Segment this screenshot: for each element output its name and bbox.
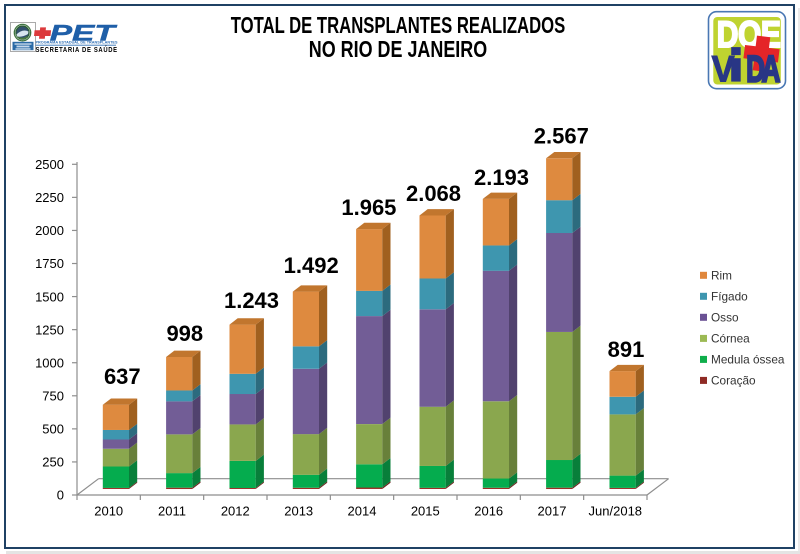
svg-text:Jun/2018: Jun/2018: [589, 504, 643, 519]
svg-text:1.492: 1.492: [284, 253, 339, 278]
svg-text:SECRETARIA DE SAÚDE: SECRETARIA DE SAÚDE: [36, 45, 118, 55]
svg-text:2015: 2015: [411, 504, 440, 519]
svg-text:2013: 2013: [284, 504, 313, 519]
svg-text:2016: 2016: [474, 504, 503, 519]
svg-text:Medula óssea: Medula óssea: [711, 353, 785, 367]
svg-text:PET: PET: [50, 20, 118, 45]
svg-text:637: 637: [104, 364, 141, 389]
svg-text:250: 250: [42, 455, 64, 470]
svg-text:750: 750: [42, 389, 64, 404]
svg-text:2500: 2500: [35, 157, 64, 172]
svg-text:1250: 1250: [35, 322, 64, 337]
svg-text:0: 0: [57, 488, 64, 503]
svg-text:2250: 2250: [35, 190, 64, 205]
svg-text:Osso: Osso: [711, 311, 739, 325]
svg-text:2.068: 2.068: [406, 181, 461, 206]
svg-text:Coração: Coração: [711, 374, 756, 388]
svg-text:2010: 2010: [94, 504, 123, 519]
svg-text:2.567: 2.567: [534, 124, 589, 149]
svg-text:2012: 2012: [221, 504, 250, 519]
svg-text:891: 891: [608, 337, 645, 362]
svg-text:Fígado: Fígado: [711, 290, 748, 304]
svg-text:500: 500: [42, 422, 64, 437]
svg-text:V: V: [712, 49, 735, 90]
svg-text:PROGRAMA ESTADUAL DE TRANSPLAN: PROGRAMA ESTADUAL DE TRANSPLANTES: [36, 41, 118, 45]
svg-text:1000: 1000: [35, 355, 64, 370]
svg-text:1.965: 1.965: [341, 195, 396, 220]
svg-text:1750: 1750: [35, 256, 64, 271]
svg-text:2.193: 2.193: [474, 165, 529, 190]
svg-text:A: A: [762, 48, 781, 90]
svg-text:Rim: Rim: [711, 269, 732, 283]
svg-text:2017: 2017: [538, 504, 567, 519]
svg-text:2000: 2000: [35, 223, 64, 238]
svg-text:1500: 1500: [35, 289, 64, 304]
svg-text:2011: 2011: [158, 504, 186, 519]
svg-text:1.243: 1.243: [224, 288, 279, 313]
svg-text:Córnea: Córnea: [711, 332, 750, 346]
svg-text:2014: 2014: [348, 504, 377, 519]
svg-text:D: D: [746, 48, 765, 90]
svg-text:998: 998: [166, 321, 203, 346]
